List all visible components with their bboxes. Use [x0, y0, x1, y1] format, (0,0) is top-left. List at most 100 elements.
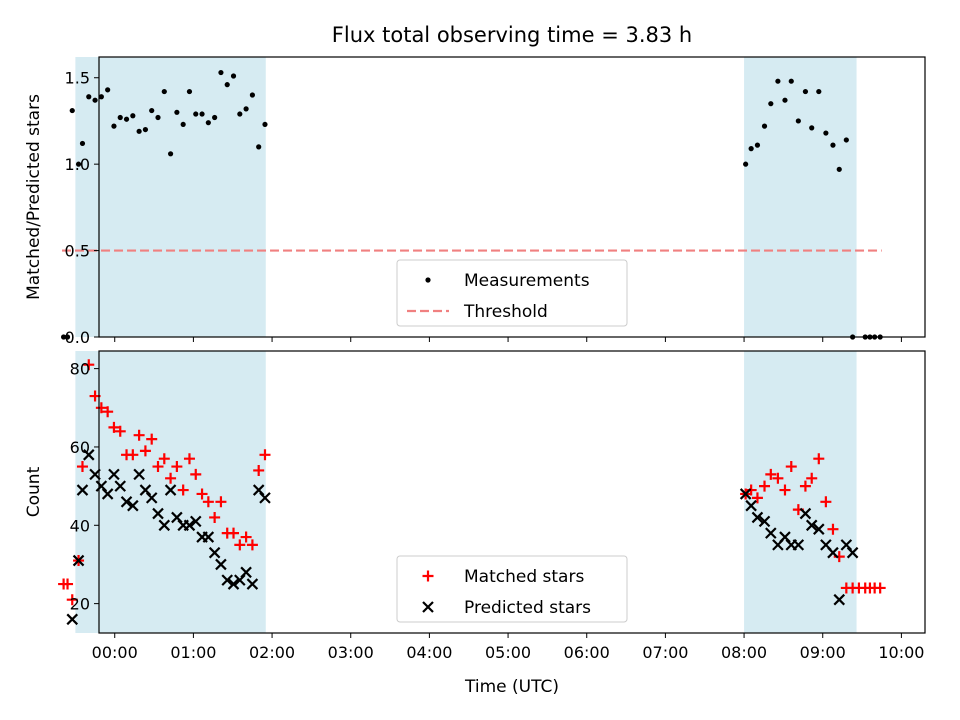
legend-label-matched-stars: Matched stars [464, 567, 584, 587]
measurements-point [809, 125, 815, 131]
matched-stars-point [139, 445, 151, 457]
predicted-stars-point [246, 578, 259, 590]
predicted-stars-point [792, 539, 805, 551]
predicted-stars-point [82, 449, 95, 461]
top-shaded-window-2 [744, 57, 857, 337]
bottom-y-tick-label: 60 [70, 438, 90, 457]
top-y-axis-label: Matched/Predicted stars [24, 94, 44, 300]
predicted-stars-point [101, 488, 114, 500]
measurements-point [136, 128, 142, 134]
measurements-point [111, 123, 117, 129]
measurements-point [212, 114, 218, 121]
measurements-point [768, 101, 774, 107]
measurements-point [761, 123, 768, 129]
matched-stars-point [745, 484, 757, 496]
matched-stars-point [253, 464, 265, 476]
measurements-point [823, 130, 829, 136]
predicted-stars-point [846, 546, 859, 559]
matched-stars-point [183, 453, 195, 465]
matched-stars-point [228, 527, 240, 539]
predicted-stars-point [745, 499, 757, 512]
measurements-point [237, 111, 243, 117]
bottom-shaded-window-1 [75, 351, 266, 633]
top-y-tick-label: 0.5 [65, 242, 90, 261]
x-tick-label: 02:00 [249, 643, 295, 662]
bottom-y-tick-label: 20 [70, 595, 90, 614]
predicted-stars-point [183, 519, 196, 532]
measurements-point [161, 88, 167, 95]
predicted-stars-point [72, 554, 85, 567]
bottom-y-axis-label: Count [24, 466, 44, 517]
predicted-stars-point [227, 578, 240, 590]
predicted-stars-point [202, 531, 215, 543]
predicted-stars-point [765, 527, 777, 539]
x-tick-label: 07:00 [642, 643, 688, 662]
matched-stars-point [806, 472, 818, 484]
bottom-panel-counts: 20 40 60 80 00:00 01:00 02:00 03:00 04:00 05:00 06… [24, 350, 926, 662]
measurements-point [86, 94, 92, 100]
matched-stars-point [759, 480, 771, 492]
measurements-point [836, 166, 842, 172]
predicted-stars-point [208, 546, 221, 559]
x-axis-label: Time (UTC) [464, 677, 559, 697]
measurements-point [205, 120, 211, 126]
measurements-point [224, 82, 230, 88]
measurements-point [130, 113, 136, 119]
measurements-point [795, 118, 801, 124]
predicted-stars-point [259, 492, 271, 504]
matched-stars-point [202, 496, 214, 508]
matched-stars-point [779, 484, 791, 496]
measurements-point [743, 161, 749, 167]
measurements-point [180, 121, 186, 128]
legend-marker-matched-stars [422, 570, 434, 582]
predicted-stars-point [221, 574, 234, 586]
matched-stars-point [785, 461, 797, 473]
measurements-point [830, 142, 836, 148]
top-shaded-window-1 [75, 57, 266, 337]
matched-stars-point [127, 449, 139, 461]
measurements-point [230, 73, 237, 79]
matched-stars-point [133, 429, 145, 441]
measurements-point [64, 334, 71, 340]
predicted-stars-point [127, 499, 139, 512]
measurements-point [75, 161, 82, 167]
matched-stars-point [165, 472, 177, 484]
predicted-stars-point [145, 492, 158, 504]
measurements-point [186, 88, 193, 95]
top-y-tick-label: 1.5 [65, 69, 90, 88]
matched-stars-point [234, 539, 246, 551]
measurements-point [61, 334, 67, 340]
measurements-point [117, 114, 123, 121]
measurements-point [262, 121, 268, 128]
measurements-point [193, 111, 199, 117]
predicted-stars-point [114, 480, 127, 492]
matched-stars-point [177, 484, 189, 496]
top-y-tick-label: 1.0 [65, 155, 90, 174]
matched-stars-point [158, 453, 170, 465]
matched-stars-point [751, 492, 763, 504]
measurements-point [249, 92, 255, 98]
measurements-point [149, 107, 155, 114]
matched-stars-point [772, 472, 784, 484]
x-tick-label: 04:00 [406, 643, 452, 662]
matched-stars-point [259, 449, 271, 461]
predicted-stars-point [827, 546, 839, 559]
predicted-stars-point [164, 484, 177, 496]
measurements-point [123, 116, 130, 122]
predicted-stars-point [240, 566, 252, 579]
measurements-point [788, 78, 794, 84]
predicted-stars-point [833, 593, 846, 606]
measurements-point [105, 87, 111, 93]
measurements-point [199, 111, 205, 117]
measurements-point [98, 94, 104, 100]
predicted-stars-point [108, 468, 120, 481]
x-tick-label: 03:00 [328, 643, 374, 662]
measurements-point [167, 151, 174, 157]
matched-stars-point [240, 531, 252, 543]
matched-stars-point [246, 539, 258, 551]
legend-label-predicted-stars: Predicted stars [464, 598, 591, 618]
legend-label-measurements: Measurements [464, 271, 590, 291]
measurements-point [782, 97, 788, 103]
predicted-stars-point [152, 507, 164, 520]
matched-stars-point [83, 359, 95, 371]
